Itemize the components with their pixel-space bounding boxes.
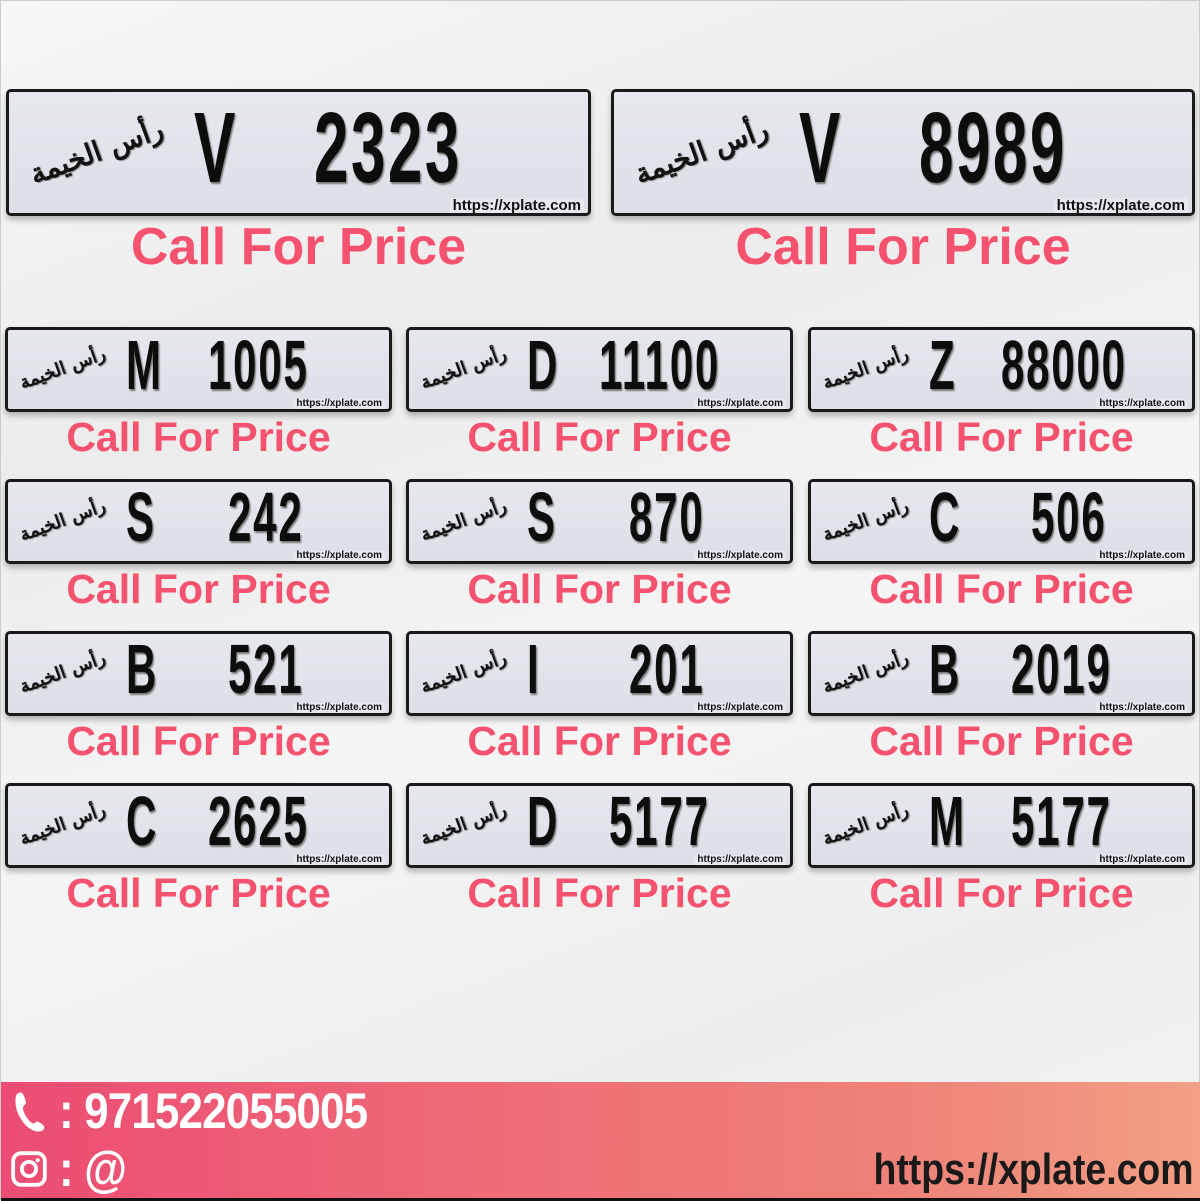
- plate-letter: B: [126, 631, 157, 708]
- plate-number: 8989: [919, 92, 1067, 204]
- call-for-price-label[interactable]: Call For Price: [467, 566, 732, 612]
- plate-letter: V: [194, 92, 236, 204]
- contact-footer: : 971522055005 : @ https://xplate.com: [1, 1082, 1200, 1201]
- plate-letter: S: [527, 479, 556, 556]
- call-for-price-label[interactable]: Call For Price: [467, 718, 732, 764]
- plate-letter: I: [527, 631, 539, 708]
- license-plate[interactable]: رأس الخيمة S 870 https://xplate.com: [406, 479, 793, 564]
- call-for-price-label[interactable]: Call For Price: [66, 718, 331, 764]
- plate-number: 11100: [599, 327, 721, 404]
- license-plate[interactable]: رأس الخيمة Z 88000 https://xplate.com: [808, 327, 1195, 412]
- instagram-icon: [9, 1149, 49, 1189]
- call-for-price-label[interactable]: Call For Price: [869, 566, 1134, 612]
- call-for-price-label[interactable]: Call For Price: [735, 218, 1071, 276]
- plate-letter: D: [527, 327, 558, 404]
- plate-letter: D: [527, 783, 558, 860]
- plate-number: 242: [228, 479, 304, 556]
- plate-letter: C: [929, 479, 960, 556]
- emirate-logo: رأس الخيمة: [16, 799, 109, 850]
- call-for-price-label[interactable]: Call For Price: [130, 218, 467, 276]
- plate-number: 201: [629, 631, 705, 708]
- plate-number: 2019: [1011, 631, 1112, 708]
- emirate-logo: رأس الخيمة: [417, 495, 510, 546]
- license-plate[interactable]: رأس الخيمة D 5177 https://xplate.com: [406, 783, 793, 868]
- license-plate[interactable]: رأس الخيمة I 201 https://xplate.com: [406, 631, 793, 716]
- emirate-logo: رأس الخيمة: [417, 343, 510, 394]
- license-plate[interactable]: رأس الخيمة C 506 https://xplate.com: [808, 479, 1195, 564]
- plate-letter: C: [126, 783, 157, 860]
- watermark: https://xplate.com: [293, 855, 385, 865]
- plate-letter: B: [929, 631, 960, 708]
- emirate-logo: رأس الخيمة: [819, 343, 912, 394]
- call-for-price-label[interactable]: Call For Price: [66, 566, 331, 612]
- plate-number: 521: [228, 631, 304, 708]
- call-for-price-label[interactable]: Call For Price: [467, 414, 732, 460]
- emirate-logo: رأس الخيمة: [16, 647, 109, 698]
- emirate-logo: رأس الخيمة: [630, 112, 773, 191]
- watermark: https://xplate.com: [1096, 399, 1188, 409]
- plate-number: 2323: [314, 92, 462, 204]
- watermark: https://xplate.com: [293, 703, 385, 713]
- plate-number: 5177: [609, 783, 710, 860]
- call-for-price-label[interactable]: Call For Price: [467, 870, 732, 916]
- call-for-price-label[interactable]: Call For Price: [869, 870, 1134, 916]
- license-plate[interactable]: رأس الخيمة C 2625 https://xplate.com: [5, 783, 392, 868]
- call-for-price-label[interactable]: Call For Price: [66, 870, 331, 916]
- license-plate[interactable]: رأس الخيمة V 8989 https://xplate.com: [611, 89, 1195, 216]
- license-plate[interactable]: رأس الخيمة B 2019 https://xplate.com: [808, 631, 1195, 716]
- license-plate[interactable]: رأس الخيمة V 2323 https://xplate.com: [6, 89, 591, 216]
- watermark: https://xplate.com: [1096, 551, 1188, 561]
- call-for-price-label[interactable]: Call For Price: [66, 414, 331, 460]
- plate-letter: M: [126, 327, 161, 404]
- emirate-logo: رأس الخيمة: [16, 495, 109, 546]
- license-plate[interactable]: رأس الخيمة B 521 https://xplate.com: [5, 631, 392, 716]
- emirate-logo: رأس الخيمة: [417, 799, 510, 850]
- license-plate[interactable]: رأس الخيمة M 1005 https://xplate.com: [5, 327, 392, 412]
- plate-letter: V: [799, 92, 841, 204]
- emirate-logo: رأس الخيمة: [25, 112, 168, 191]
- watermark: https://xplate.com: [1053, 198, 1188, 213]
- plate-number: 5177: [1011, 783, 1112, 860]
- instagram-row[interactable]: : @: [9, 1144, 135, 1194]
- phone-icon: [9, 1091, 49, 1132]
- emirate-logo: رأس الخيمة: [819, 495, 912, 546]
- phone-row[interactable]: : 971522055005: [9, 1086, 409, 1136]
- plate-number: 2625: [208, 783, 309, 860]
- plate-number: 88000: [1001, 327, 1127, 404]
- watermark: https://xplate.com: [449, 198, 584, 213]
- watermark: https://xplate.com: [694, 399, 786, 409]
- plate-number: 870: [629, 479, 705, 556]
- watermark: https://xplate.com: [694, 703, 786, 713]
- license-plate[interactable]: رأس الخيمة D 11100 https://xplate.com: [406, 327, 793, 412]
- call-for-price-label[interactable]: Call For Price: [869, 718, 1134, 764]
- watermark: https://xplate.com: [293, 399, 385, 409]
- watermark: https://xplate.com: [293, 551, 385, 561]
- watermark: https://xplate.com: [1096, 703, 1188, 713]
- emirate-logo: رأس الخيمة: [16, 343, 109, 394]
- plate-letter: M: [929, 783, 964, 860]
- emirate-logo: رأس الخيمة: [417, 647, 510, 698]
- watermark: https://xplate.com: [694, 551, 786, 561]
- emirate-logo: رأس الخيمة: [819, 799, 912, 850]
- watermark: https://xplate.com: [1096, 855, 1188, 865]
- website-link[interactable]: https://xplate.com: [872, 1145, 1193, 1194]
- phone-number: : 971522055005: [59, 1083, 368, 1139]
- call-for-price-label[interactable]: Call For Price: [869, 414, 1134, 460]
- license-plate[interactable]: رأس الخيمة S 242 https://xplate.com: [5, 479, 392, 564]
- plate-number: 506: [1031, 479, 1107, 556]
- plate-letter: S: [126, 479, 155, 556]
- plate-letter: Z: [929, 327, 955, 404]
- instagram-handle: : @: [59, 1141, 127, 1197]
- watermark: https://xplate.com: [694, 855, 786, 865]
- emirate-logo: رأس الخيمة: [819, 647, 912, 698]
- license-plate[interactable]: رأس الخيمة M 5177 https://xplate.com: [808, 783, 1195, 868]
- plate-number: 1005: [208, 327, 309, 404]
